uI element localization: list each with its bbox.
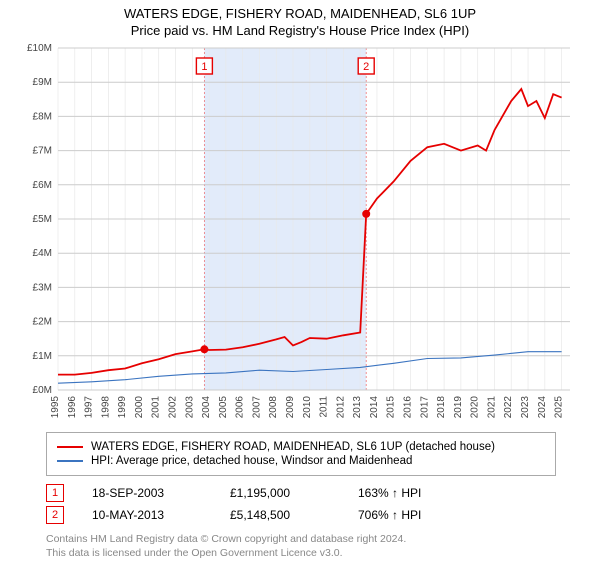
svg-text:2018: 2018 <box>436 396 447 419</box>
svg-text:2020: 2020 <box>470 396 481 419</box>
svg-text:1999: 1999 <box>117 396 128 419</box>
legend-row: HPI: Average price, detached house, Wind… <box>57 455 545 467</box>
legend-swatch <box>57 460 83 461</box>
sales-price: £1,195,000 <box>230 486 330 500</box>
svg-text:2000: 2000 <box>134 396 145 419</box>
svg-text:1998: 1998 <box>100 396 111 419</box>
svg-text:2010: 2010 <box>302 396 313 419</box>
svg-text:£4M: £4M <box>33 248 52 259</box>
svg-text:2001: 2001 <box>151 396 162 419</box>
svg-text:2: 2 <box>363 61 369 73</box>
svg-text:£3M: £3M <box>33 282 52 293</box>
svg-text:2014: 2014 <box>369 396 380 419</box>
legend-swatch <box>57 446 83 448</box>
page-title: WATERS EDGE, FISHERY ROAD, MAIDENHEAD, S… <box>10 6 590 21</box>
sales-row: 2 10-MAY-2013 £5,148,500 706% ↑ HPI <box>46 506 590 524</box>
legend-row: WATERS EDGE, FISHERY ROAD, MAIDENHEAD, S… <box>57 441 545 453</box>
legend-label: WATERS EDGE, FISHERY ROAD, MAIDENHEAD, S… <box>91 441 495 453</box>
svg-text:2017: 2017 <box>419 396 430 419</box>
svg-text:2023: 2023 <box>520 396 531 419</box>
page-subtitle: Price paid vs. HM Land Registry's House … <box>10 23 590 38</box>
sales-index-box: 1 <box>46 484 64 502</box>
svg-text:£5M: £5M <box>33 214 52 225</box>
sales-date: 18-SEP-2003 <box>92 486 202 500</box>
sales-row: 1 18-SEP-2003 £1,195,000 163% ↑ HPI <box>46 484 590 502</box>
price-chart: £0M £1M £2M £3M £4M £5M £6M £7M £8M £9M £10M 1995 19… <box>16 44 576 424</box>
sales-table: 1 18-SEP-2003 £1,195,000 163% ↑ HPI 2 10-MAY-… <box>46 484 590 524</box>
svg-text:1: 1 <box>201 61 207 73</box>
svg-text:1996: 1996 <box>67 396 78 419</box>
sales-pct: 706% ↑ HPI <box>358 508 468 522</box>
svg-text:2012: 2012 <box>335 396 346 419</box>
sales-index-box: 2 <box>46 506 64 524</box>
footer-line-2: This data is licensed under the Open Gov… <box>46 546 590 560</box>
sales-price: £5,148,500 <box>230 508 330 522</box>
svg-text:1995: 1995 <box>50 396 61 419</box>
svg-text:2021: 2021 <box>486 396 497 419</box>
footer: Contains HM Land Registry data © Crown c… <box>46 532 590 560</box>
sales-pct: 163% ↑ HPI <box>358 486 468 500</box>
svg-text:£0M: £0M <box>33 385 52 396</box>
svg-text:2015: 2015 <box>386 396 397 419</box>
footer-line-1: Contains HM Land Registry data © Crown c… <box>46 532 590 546</box>
svg-text:2003: 2003 <box>184 396 195 419</box>
svg-text:£2M: £2M <box>33 317 52 328</box>
svg-text:2019: 2019 <box>453 396 464 419</box>
svg-text:2011: 2011 <box>319 396 330 418</box>
svg-text:£7M: £7M <box>33 146 52 157</box>
svg-text:£8M: £8M <box>33 111 52 122</box>
svg-text:2006: 2006 <box>235 396 246 419</box>
svg-text:2016: 2016 <box>403 396 414 419</box>
svg-text:£6M: £6M <box>33 180 52 191</box>
svg-text:£10M: £10M <box>27 44 52 54</box>
sales-date: 10-MAY-2013 <box>92 508 202 522</box>
svg-text:£9M: £9M <box>33 77 52 88</box>
legend: WATERS EDGE, FISHERY ROAD, MAIDENHEAD, S… <box>46 432 556 476</box>
svg-text:2002: 2002 <box>168 396 179 419</box>
svg-text:£1M: £1M <box>33 351 52 362</box>
svg-text:2007: 2007 <box>251 396 262 419</box>
svg-text:2009: 2009 <box>285 396 296 419</box>
svg-text:2013: 2013 <box>352 396 363 419</box>
svg-text:2024: 2024 <box>537 396 548 419</box>
svg-text:2004: 2004 <box>201 396 212 419</box>
svg-text:2005: 2005 <box>218 396 229 419</box>
svg-text:2025: 2025 <box>554 396 565 419</box>
svg-text:1997: 1997 <box>84 396 95 419</box>
svg-text:2008: 2008 <box>268 396 279 419</box>
legend-label: HPI: Average price, detached house, Wind… <box>91 455 412 467</box>
svg-text:2022: 2022 <box>503 396 514 419</box>
